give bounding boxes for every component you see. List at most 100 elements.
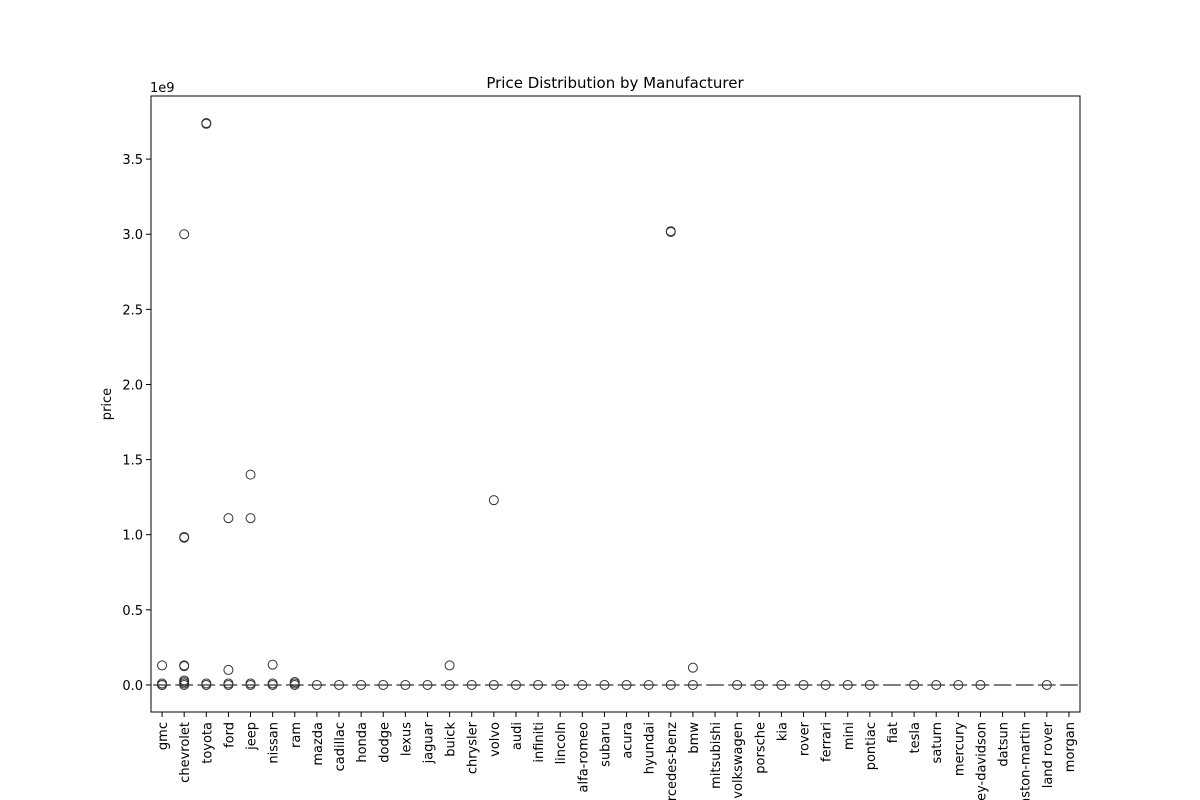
box-bmw — [684, 662, 702, 690]
x-tick-label: aston-martin — [1019, 722, 1034, 800]
chart-title: Price Distribution by Manufacturer — [486, 74, 744, 92]
box-pontiac — [861, 679, 879, 690]
outlier-point — [444, 679, 455, 690]
x-tick-label: toyota — [200, 722, 215, 764]
box-harley-davidson — [971, 679, 990, 690]
x-tick-label: cadillac — [333, 722, 348, 771]
x-tick-label: ram — [289, 722, 304, 748]
outlier-point — [864, 679, 875, 690]
x-tick-label: volkswagen — [731, 722, 746, 799]
outlier-point — [245, 679, 256, 690]
x-tick-label: acura — [621, 722, 636, 759]
outlier-point — [665, 226, 676, 237]
outlier-point — [687, 679, 698, 690]
x-tick-label: tesla — [908, 722, 923, 753]
x-tick-label: jeep — [245, 722, 260, 751]
outlier-point — [488, 495, 499, 506]
outlier-point — [422, 679, 433, 690]
box-kia — [772, 679, 791, 690]
outlier-point — [245, 513, 256, 524]
x-tick-label: mercury — [952, 722, 967, 776]
x-tick-label: honda — [355, 722, 370, 763]
box-saturn — [927, 679, 946, 690]
x-tick-label: alfa-romeo — [576, 722, 591, 792]
outlier-point — [488, 679, 499, 690]
outlier-point — [931, 679, 942, 690]
x-tick-label: land rover — [1041, 721, 1056, 788]
x-tick-label: bmw — [687, 722, 702, 754]
outlier-point — [754, 679, 765, 690]
y-tick-label: 2.0 — [122, 378, 143, 393]
box-cadillac — [330, 679, 348, 690]
plot-frame — [150, 95, 1081, 713]
x-tick-label: mazda — [311, 722, 326, 766]
outlier-point — [577, 679, 588, 690]
outlier-point — [201, 118, 212, 129]
outlier-point — [289, 679, 300, 690]
box-buick — [440, 660, 459, 690]
x-tick-label: subaru — [598, 722, 613, 767]
box-rover — [794, 679, 813, 690]
x-tick-label: mercedes-benz — [665, 722, 680, 800]
outlier-point — [643, 679, 654, 690]
outlier-point — [665, 679, 676, 690]
box-tesla — [905, 679, 923, 690]
x-tick-label: fiat — [886, 722, 901, 743]
box-mercury — [949, 679, 968, 690]
outlier-point — [975, 679, 986, 690]
y-tick-label: 0.5 — [122, 604, 143, 619]
box-mini — [838, 679, 857, 690]
x-tick-label: infiniti — [532, 722, 547, 763]
outlier-point — [179, 532, 190, 543]
box-jaguar — [418, 679, 437, 690]
outlier-point — [179, 679, 190, 690]
box-lexus — [396, 679, 415, 690]
outlier-point — [842, 679, 853, 690]
y-tick-label: 1.5 — [122, 454, 143, 469]
box-mazda — [308, 679, 326, 690]
box-nissan — [263, 659, 282, 690]
box-dodge — [374, 679, 393, 690]
box-chevrolet — [175, 229, 194, 690]
box-volkswagen — [728, 679, 747, 690]
box-chrysler — [462, 679, 481, 690]
box-ford — [219, 513, 238, 690]
x-tick-label: volvo — [488, 722, 503, 757]
outlier-point — [555, 679, 566, 690]
box-ram — [285, 676, 304, 690]
outlier-point — [179, 661, 190, 672]
outlier-point — [223, 679, 234, 690]
box-marks — [153, 118, 1078, 690]
outlier-point — [179, 229, 190, 240]
y-axis-label: price — [100, 388, 115, 420]
outlier-point — [356, 679, 367, 690]
x-tick-label: chrysler — [466, 721, 481, 774]
y-tick-label: 3.5 — [122, 153, 143, 168]
x-tick-label: pontiac — [864, 722, 879, 770]
y-tick-label: 1.0 — [122, 529, 143, 544]
outlier-point — [621, 679, 632, 690]
outlier-point — [179, 660, 190, 671]
outlier-point — [400, 679, 411, 690]
box-honda — [352, 679, 370, 690]
outlier-point — [687, 662, 698, 673]
x-tick-label: dodge — [377, 722, 392, 763]
outlier-point — [201, 118, 212, 129]
box-porsche — [750, 679, 769, 690]
outlier-point — [267, 679, 278, 690]
box-alfa-romeo — [573, 679, 592, 690]
box-gmc — [153, 660, 171, 690]
outlier-point — [665, 226, 676, 237]
outlier-point — [798, 679, 809, 690]
y-tick-label: 3.0 — [122, 228, 143, 243]
x-tick-label: buick — [444, 722, 459, 757]
box-audi — [507, 679, 525, 690]
outlier-point — [776, 679, 787, 690]
outlier-point — [267, 659, 278, 670]
outlier-point — [334, 679, 345, 690]
x-tick-label: hyundai — [643, 722, 658, 774]
x-tick-label: gmc — [156, 722, 171, 750]
outlier-point — [953, 679, 964, 690]
x-tick-label: mitsubishi — [709, 722, 724, 789]
